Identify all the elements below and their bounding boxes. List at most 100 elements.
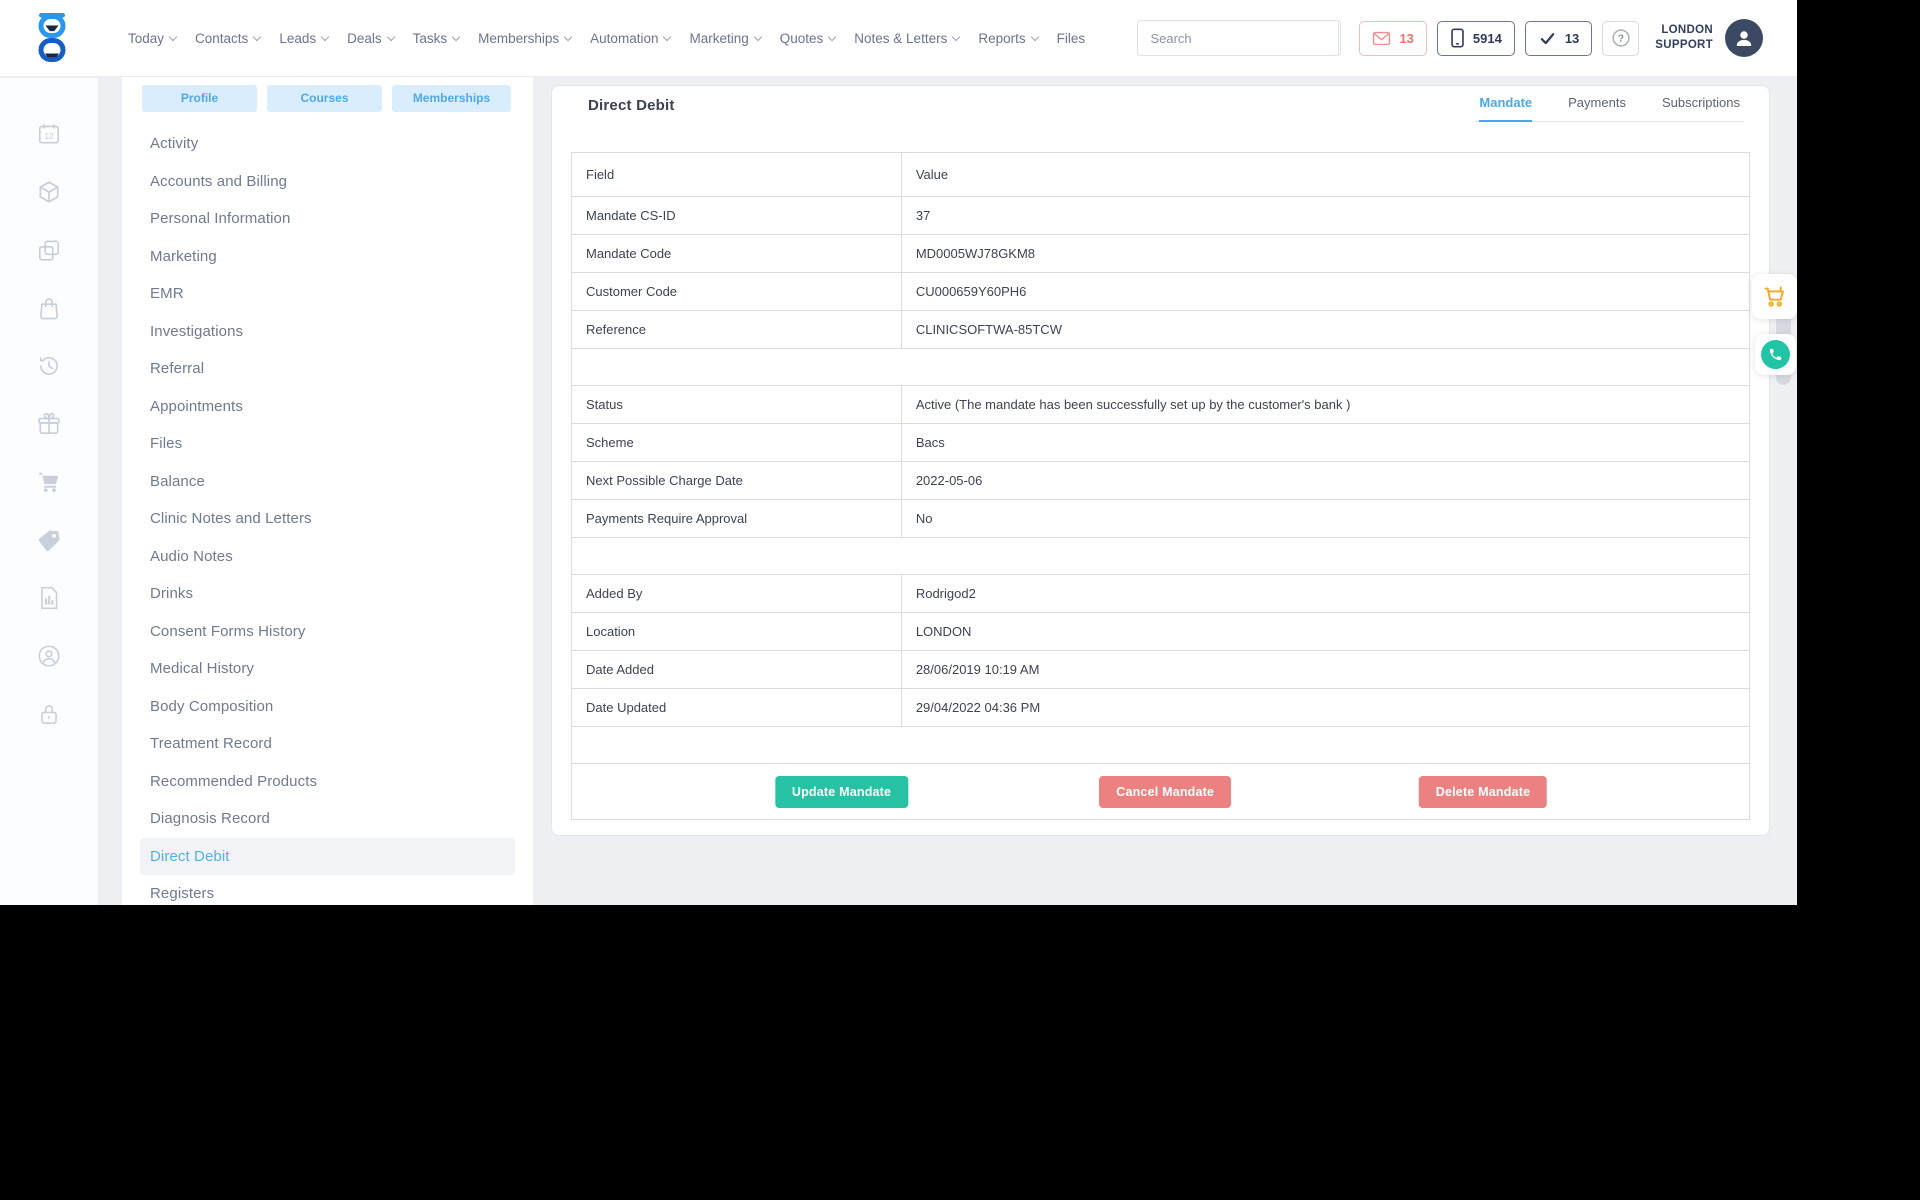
sidebar-item-files[interactable]: Files xyxy=(122,425,533,463)
mandate-table: Field Value Mandate CS-ID 37 Mandate Code MD0… xyxy=(571,152,1751,820)
spacer-cell xyxy=(571,537,1750,575)
sidebar-item-label: Investigations xyxy=(150,322,244,340)
sidebar-item-label: Audio Notes xyxy=(150,547,233,565)
cancel-mandate-button[interactable]: Cancel Mandate xyxy=(1099,775,1232,808)
sidebar-item-audio-notes[interactable]: Audio Notes xyxy=(122,538,533,576)
nav-reports[interactable]: Reports xyxy=(978,31,1039,46)
mandate-tabs: Mandate Payments Subscriptions xyxy=(1475,88,1744,122)
sidebar-item-balance[interactable]: Balance xyxy=(122,463,533,501)
spacer-cell xyxy=(571,348,1750,386)
nav-quotes[interactable]: Quotes xyxy=(780,31,837,46)
rail-report-icon[interactable] xyxy=(36,584,63,611)
search-input[interactable] xyxy=(1138,21,1339,55)
nav-leads[interactable]: Leads xyxy=(279,31,330,46)
field-cell: Payments Require Approval xyxy=(571,499,902,538)
chevron-down-icon xyxy=(451,32,461,41)
rail-cart-icon[interactable] xyxy=(36,468,63,495)
sidebar-item-label: Registers xyxy=(150,885,215,903)
sidebar-item-registers[interactable]: Registers xyxy=(122,875,533,905)
nav-today[interactable]: Today xyxy=(128,31,178,46)
rail-shop-bag-icon[interactable] xyxy=(36,294,63,321)
field-cell: Customer Code xyxy=(571,272,902,311)
nav-contacts[interactable]: Contacts xyxy=(195,30,262,46)
floating-cart-button[interactable] xyxy=(1752,274,1797,319)
sidebar-item-referral[interactable]: Referral xyxy=(122,350,533,388)
sidebar-item-treatment-record[interactable]: Treatment Record xyxy=(122,725,533,763)
tasks-badge[interactable]: 13 xyxy=(1524,20,1593,56)
tab-profile[interactable]: Profile xyxy=(142,85,257,112)
table-row: Location LONDON xyxy=(571,612,1751,651)
sidebar-item-label: Clinic Notes and Letters xyxy=(150,510,312,528)
nav-notes-letters[interactable]: Notes & Letters xyxy=(854,31,961,46)
svg-text:12: 12 xyxy=(44,131,54,140)
value-cell: 2022-05-06 xyxy=(900,461,1751,500)
nav-label: Files xyxy=(1056,30,1086,46)
field-cell: Scheme xyxy=(571,423,902,462)
rail-cube-icon[interactable] xyxy=(36,178,63,205)
nav-automation[interactable]: Automation xyxy=(590,31,672,46)
delete-mandate-button[interactable]: Delete Mandate xyxy=(1418,775,1548,808)
search-button[interactable] xyxy=(1338,21,1341,55)
rail-lock-icon[interactable] xyxy=(36,700,63,727)
rail-account-icon[interactable] xyxy=(36,642,63,669)
sidebar-item-investigations[interactable]: Investigations xyxy=(122,313,533,351)
tab-subscriptions[interactable]: Subscriptions xyxy=(1661,95,1740,110)
table-row: Added By Rodrigod2 xyxy=(571,574,1751,613)
sidebar-item-marketing[interactable]: Marketing xyxy=(122,238,533,276)
phone-badge[interactable]: 5914 xyxy=(1436,20,1515,56)
nav-memberships[interactable]: Memberships xyxy=(478,30,573,46)
sidebar-item-body-composition[interactable]: Body Composition xyxy=(122,688,533,726)
field-cell: Reference xyxy=(571,310,902,349)
sidebar-item-label: Consent Forms History xyxy=(150,622,306,640)
rail-gift-icon[interactable] xyxy=(36,410,63,437)
rail-calendar-icon[interactable]: 12 xyxy=(36,120,63,147)
sidebar-item-consent-forms-history[interactable]: Consent Forms History xyxy=(122,613,533,651)
sidebar-item-recommended-products[interactable]: Recommended Products xyxy=(122,763,533,801)
sidebar-item-activity[interactable]: Activity xyxy=(122,125,533,163)
patient-panel: Profile Courses Memberships Activity Accoun… xyxy=(122,77,533,905)
spacer-row xyxy=(571,348,1750,386)
sidebar-item-direct-debit[interactable]: Direct Debit xyxy=(140,837,515,875)
floating-phone-button[interactable] xyxy=(1755,334,1796,375)
sidebar-item-accounts-and-billing[interactable]: Accounts and Billing xyxy=(122,163,533,201)
update-mandate-button[interactable]: Update Mandate xyxy=(774,775,909,808)
rail-price-tag-icon[interactable] xyxy=(36,526,63,553)
nav-deals[interactable]: Deals xyxy=(347,31,395,46)
avatar[interactable] xyxy=(1725,19,1763,57)
sidebar-item-personal-information[interactable]: Personal Information xyxy=(122,200,533,238)
tab-courses[interactable]: Courses xyxy=(267,85,382,112)
messages-badge[interactable]: 13 xyxy=(1359,20,1427,56)
nav-marketing[interactable]: Marketing xyxy=(689,30,762,46)
nav-tasks[interactable]: Tasks xyxy=(413,31,461,46)
sidebar-item-label: Drinks xyxy=(150,585,194,603)
tab-memberships[interactable]: Memberships xyxy=(392,85,511,112)
sidebar-item-medical-history[interactable]: Medical History xyxy=(122,650,533,688)
sidebar-item-label: Accounts and Billing xyxy=(150,172,288,190)
sidebar-item-emr[interactable]: EMR xyxy=(122,275,533,313)
nav-label: Memberships xyxy=(478,30,560,46)
help-icon: ? xyxy=(1612,29,1630,47)
search-box xyxy=(1137,20,1342,56)
rail-history-icon[interactable] xyxy=(36,352,63,379)
app-logo[interactable] xyxy=(30,12,74,64)
tab-payments[interactable]: Payments xyxy=(1568,95,1626,110)
value-cell: CLINICSOFTWA-85TCW xyxy=(900,310,1751,349)
chevron-down-icon xyxy=(753,32,762,41)
cart-icon xyxy=(1764,286,1784,307)
sidebar-item-label: Treatment Record xyxy=(150,735,272,753)
rail-copy-icon[interactable] xyxy=(36,236,63,263)
user-name: LONDON SUPPORT xyxy=(1655,23,1713,53)
spacer-row xyxy=(571,726,1750,764)
main-nav: Today Contacts Leads Deals Tasks Memberships A… xyxy=(128,31,1085,46)
tab-mandate[interactable]: Mandate xyxy=(1479,88,1533,122)
nav-label: Marketing xyxy=(689,30,749,46)
chevron-down-icon xyxy=(168,32,178,41)
topbar-badges: 13 5914 13 xyxy=(1359,20,1593,56)
help-button[interactable]: ? xyxy=(1602,20,1640,56)
sidebar-item-drinks[interactable]: Drinks xyxy=(122,575,533,613)
sidebar-item-diagnosis-record[interactable]: Diagnosis Record xyxy=(122,800,533,838)
nav-label: Contacts xyxy=(195,30,249,46)
nav-files[interactable]: Files xyxy=(1057,31,1086,46)
sidebar-item-clinic-notes-and-letters[interactable]: Clinic Notes and Letters xyxy=(122,500,533,538)
sidebar-item-appointments[interactable]: Appointments xyxy=(122,388,533,426)
